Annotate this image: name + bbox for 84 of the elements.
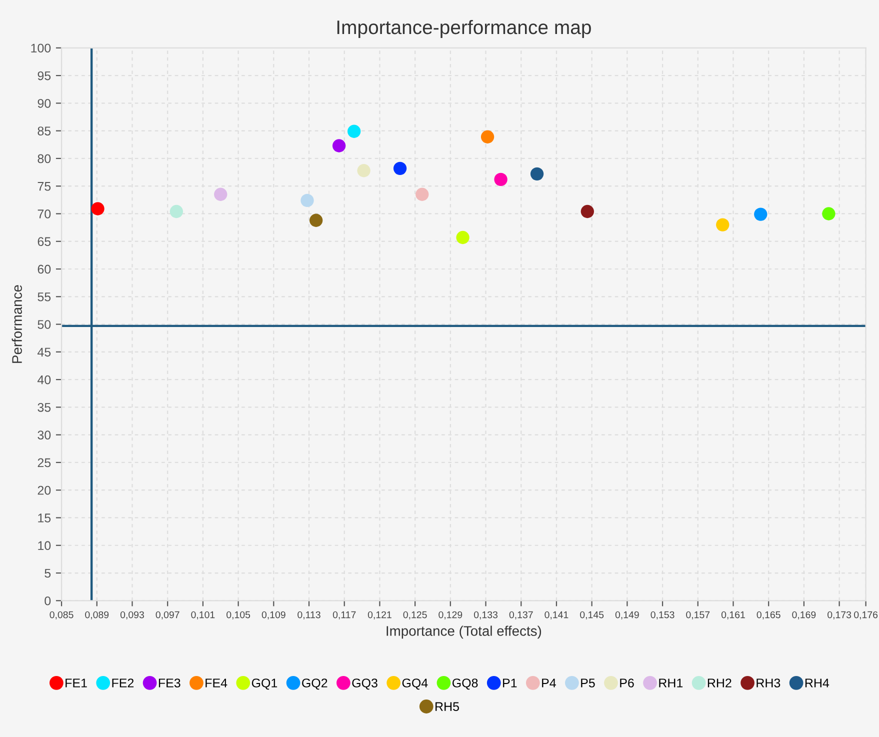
y-tick-label: 15: [38, 514, 51, 522]
y-tick-label: 50: [38, 320, 51, 329]
legend-label: P1: [503, 678, 517, 688]
legend-label: RH2: [708, 678, 732, 688]
y-tick-label: 0: [44, 596, 51, 606]
x-tick-label: 0,149: [615, 611, 639, 620]
x-tick-label: 0,097: [156, 611, 180, 620]
y-tick-label: 20: [38, 486, 51, 495]
point: [300, 194, 314, 208]
point: [347, 124, 361, 138]
y-tick-label: 55: [38, 292, 51, 302]
x-tick-label: 0,129: [438, 611, 462, 620]
y-tick-label: 85: [38, 126, 51, 136]
point: [416, 188, 429, 201]
legend-label: FE3: [158, 678, 180, 688]
x-tick-label: 0,137: [509, 611, 533, 620]
legend-label: GQ3: [352, 678, 378, 690]
legend-label: GQ1: [252, 678, 278, 690]
y-tick-label: 100: [31, 44, 51, 53]
x-tick-label: 0,089: [85, 611, 109, 620]
y-tick-label: 45: [38, 348, 51, 357]
legend-label: FE4: [206, 678, 228, 688]
x-tick-label: 0,113: [298, 611, 320, 620]
x-tick-label: 0,173: [828, 611, 852, 620]
point: [91, 202, 104, 216]
point: [332, 139, 346, 152]
point: [716, 218, 730, 232]
x-tick-label: 0,093: [120, 611, 144, 620]
legend-label: RH4: [805, 678, 830, 688]
legend-label: RH5: [436, 702, 459, 711]
point: [530, 167, 544, 181]
point: [357, 164, 370, 178]
x-tick-label: 0,161: [721, 611, 745, 620]
point: [456, 230, 470, 244]
legend-label: GQ4: [402, 678, 428, 690]
y-tick-label: 60: [38, 264, 51, 274]
y-tick-label: 25: [38, 458, 51, 468]
x-tick-label: 0,157: [686, 611, 710, 620]
legend-label: P4: [542, 678, 556, 688]
x-axis-title: Importance (Total effects): [386, 626, 542, 639]
x-tick-label: 0,145: [580, 611, 604, 620]
x-tick-label: 0,153: [650, 611, 674, 620]
legend-label: FE2: [112, 678, 134, 688]
x-tick-label: 0,117: [332, 611, 356, 620]
point: [393, 162, 407, 175]
x-tick-label: 0,169: [792, 611, 816, 620]
y-tick-label: 70: [38, 210, 51, 218]
y-tick-label: 35: [38, 402, 51, 412]
y-tick-label: 80: [38, 154, 51, 164]
y-tick-label: 10: [38, 541, 51, 550]
x-tick-label: 0,165: [756, 611, 780, 620]
x-tick-label: 0,133: [474, 611, 498, 620]
y-tick-label: 95: [38, 71, 51, 80]
y-axis-title: Performance: [12, 285, 22, 363]
legend-label: P5: [581, 678, 595, 688]
x-tick-label: 0,109: [262, 611, 286, 620]
point: [494, 172, 508, 186]
legend-label: GQ2: [302, 678, 328, 690]
point: [754, 208, 768, 221]
legend-label: RH1: [659, 678, 683, 688]
x-tick-label: 0,101: [191, 611, 215, 620]
chart-title: Importance-performance map: [337, 20, 591, 38]
y-tick-label: 5: [44, 568, 51, 578]
point: [822, 207, 836, 220]
x-tick-label: 0,125: [403, 611, 427, 620]
point: [170, 204, 184, 218]
point: [580, 204, 594, 218]
point: [309, 214, 323, 227]
point: [480, 130, 494, 144]
y-tick-label: 75: [38, 182, 51, 191]
legend-label: GQ8: [452, 678, 478, 690]
x-tick-label: 0,176: [854, 611, 878, 620]
point: [214, 188, 228, 201]
y-tick-label: 30: [38, 430, 51, 440]
x-tick-label: 0,141: [544, 611, 568, 620]
x-tick-label: 0,105: [226, 611, 250, 620]
legend-label: P6: [620, 678, 634, 688]
legend-label: FE1: [66, 678, 87, 688]
y-tick-label: 40: [38, 375, 51, 384]
x-tick-label: 0,121: [368, 611, 392, 620]
y-tick-label: 65: [38, 237, 51, 246]
y-tick-label: 90: [38, 98, 51, 108]
x-tick-label: 0,085: [50, 611, 74, 620]
legend-label: RH3: [756, 678, 780, 688]
